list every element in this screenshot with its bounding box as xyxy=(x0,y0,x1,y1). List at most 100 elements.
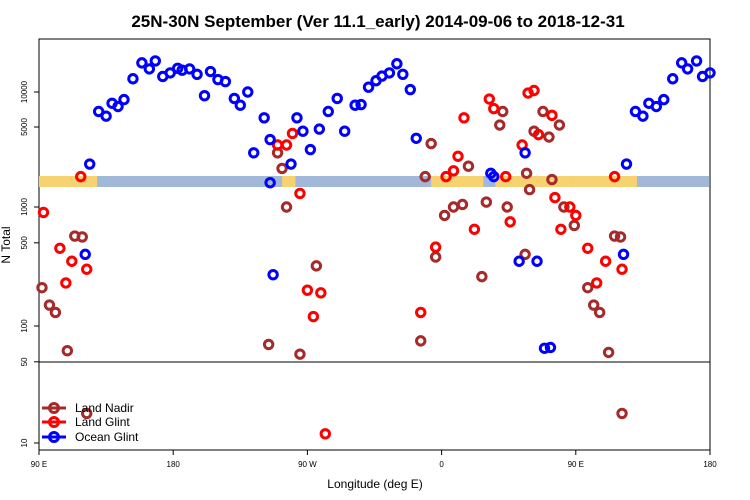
point-land-nadir xyxy=(294,348,306,360)
point-ocean-glint xyxy=(637,110,649,122)
point-ocean-glint xyxy=(675,57,688,69)
point-ocean-glint xyxy=(410,132,422,144)
point-ocean-glint xyxy=(143,63,156,75)
point-ocean-glint xyxy=(204,65,217,78)
legend-marker-ocean-glint xyxy=(48,431,60,443)
point-ocean-glint xyxy=(183,63,196,75)
point-land-glint xyxy=(564,201,576,213)
point-land-glint xyxy=(555,223,567,235)
x-tick-label: 90 W xyxy=(298,460,317,469)
point-land-nadir xyxy=(582,281,594,294)
point-ocean-glint xyxy=(112,100,124,113)
y-tick-label: 10 xyxy=(20,438,29,447)
point-land-glint xyxy=(447,165,460,177)
point-ocean-glint xyxy=(83,158,96,170)
point-land-glint xyxy=(528,84,540,97)
point-ocean-glint xyxy=(391,58,403,70)
point-ocean-glint xyxy=(228,92,241,105)
point-ocean-glint xyxy=(191,68,203,80)
legend-marker-land-glint xyxy=(48,416,60,428)
point-land-glint xyxy=(75,170,87,183)
point-ocean-glint xyxy=(291,112,303,124)
point-land-nadir xyxy=(480,196,493,208)
point-land-glint xyxy=(60,277,72,289)
point-land-nadir xyxy=(476,270,488,283)
band-land-segment xyxy=(571,176,637,187)
point-land-glint xyxy=(315,287,327,299)
point-land-glint xyxy=(37,206,50,219)
point-land-glint xyxy=(294,187,306,200)
point-ocean-glint xyxy=(149,55,162,67)
point-land-nadir xyxy=(497,105,509,118)
point-ocean-glint xyxy=(658,93,670,106)
point-land-glint xyxy=(608,170,621,183)
point-land-glint xyxy=(483,93,496,105)
point-land-glint xyxy=(415,306,427,319)
point-ocean-glint xyxy=(322,105,334,118)
point-land-nadir xyxy=(537,105,549,118)
x-tick-label: 180 xyxy=(703,460,717,469)
y-tick-label: 5000 xyxy=(20,118,29,136)
point-land-glint xyxy=(286,127,299,140)
point-ocean-glint xyxy=(704,67,716,79)
point-ocean-glint xyxy=(362,81,375,93)
point-ocean-glint xyxy=(681,63,694,75)
chart-title: 25N-30N September (Ver 11.1_early) 2014-… xyxy=(131,12,624,31)
point-land-nadir xyxy=(523,183,536,196)
point-land-nadir xyxy=(519,248,531,261)
point-land-glint xyxy=(488,102,500,115)
surface-band xyxy=(39,176,709,187)
point-ocean-glint xyxy=(349,99,361,111)
point-land-nadir xyxy=(81,407,93,420)
y-tick-label: 500 xyxy=(20,236,29,250)
point-land-nadir xyxy=(49,306,62,319)
y-tick-label: 100 xyxy=(20,319,29,333)
point-ocean-glint xyxy=(198,89,211,102)
point-ocean-glint xyxy=(538,342,551,354)
band-land-segment xyxy=(282,176,296,187)
band-land-segment xyxy=(495,176,572,187)
point-land-nadir xyxy=(494,119,506,131)
point-land-glint xyxy=(546,109,558,122)
point-ocean-glint xyxy=(355,98,367,111)
plot-frame xyxy=(38,38,711,451)
point-land-nadir xyxy=(608,230,621,242)
data-points xyxy=(36,55,716,440)
point-ocean-glint xyxy=(79,248,91,261)
point-land-glint xyxy=(307,310,320,323)
point-ocean-glint xyxy=(264,133,276,146)
point-land-glint xyxy=(440,170,452,183)
point-ocean-glint xyxy=(667,73,679,85)
point-ocean-glint xyxy=(331,92,343,105)
point-ocean-glint xyxy=(219,75,232,88)
point-land-nadir xyxy=(43,299,56,311)
point-land-nadir xyxy=(587,299,600,311)
y-axis-ticks: 5000 10000 50 100 500 1000 10 xyxy=(20,80,39,447)
point-land-nadir xyxy=(276,162,288,175)
point-land-nadir xyxy=(429,251,442,263)
point-land-glint xyxy=(500,170,512,183)
point-land-nadir xyxy=(520,167,533,179)
point-land-nadir xyxy=(262,338,275,351)
band-land-segment xyxy=(39,176,98,187)
point-ocean-glint xyxy=(234,99,247,111)
point-land-nadir xyxy=(501,201,513,213)
point-land-glint xyxy=(590,277,603,289)
point-land-nadir xyxy=(456,198,469,211)
point-ocean-glint xyxy=(397,68,409,80)
point-land-nadir xyxy=(558,201,570,213)
point-land-nadir xyxy=(76,231,88,243)
point-land-nadir xyxy=(447,201,460,213)
point-land-glint xyxy=(599,255,612,267)
point-land-glint xyxy=(570,209,582,222)
point-land-nadir xyxy=(36,281,48,294)
point-land-nadir xyxy=(553,119,566,131)
point-land-glint xyxy=(532,128,545,141)
point-land-glint xyxy=(301,284,314,296)
x-axis-label: Longitude (deg E) xyxy=(327,477,422,491)
point-ocean-glint xyxy=(242,86,254,98)
point-ocean-glint xyxy=(531,255,543,267)
point-ocean-glint xyxy=(285,158,297,170)
